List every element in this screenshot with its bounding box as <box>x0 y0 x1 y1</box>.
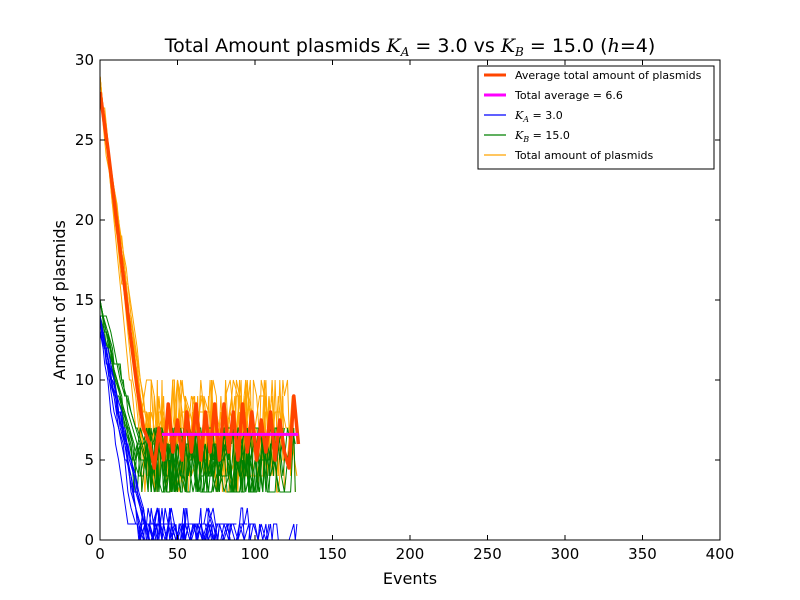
legend-box <box>477 65 715 170</box>
y-tick-label: 25 <box>75 131 94 149</box>
y-axis-label: Amount of plasmids <box>50 220 69 380</box>
chart-title: Total Amount plasmids KA = 3.0 vs KB = 1… <box>164 35 656 59</box>
y-tick-label: 30 <box>75 51 94 69</box>
axis-ticks: 0 50 100 150 200 250 300 350 400 0 5 10 15 20 25 30 <box>75 51 734 563</box>
x-tick-label: 150 <box>318 545 347 563</box>
average-series-line <box>100 91 301 470</box>
y-tick-label: 20 <box>75 211 94 229</box>
legend-label: Total average = 6.6 <box>514 89 623 102</box>
x-axis-label: Events <box>383 569 437 588</box>
x-tick-label: 250 <box>473 545 502 563</box>
legend-label: KA = 3.0 <box>514 109 563 124</box>
legend-label: Average total amount of plasmids <box>515 69 702 82</box>
legend: Average total amount of plasmids Total av… <box>477 65 715 170</box>
y-tick-label: 15 <box>75 291 94 309</box>
realization-trace <box>100 91 279 493</box>
y-tick-label: 10 <box>75 371 94 389</box>
x-tick-label: 400 <box>706 545 735 563</box>
plot-area <box>100 75 301 540</box>
realization-trace <box>100 331 215 540</box>
realization-trace <box>100 331 168 540</box>
x-tick-label: 200 <box>396 545 425 563</box>
x-tick-label: 350 <box>628 545 657 563</box>
x-tick-label: 50 <box>168 545 187 563</box>
legend-label: KB = 15.0 <box>514 129 570 144</box>
legend-label: Total amount of plasmids <box>514 149 653 162</box>
y-tick-label: 0 <box>84 531 94 549</box>
x-tick-label: 100 <box>241 545 270 563</box>
x-tick-label: 300 <box>551 545 580 563</box>
realization-trace <box>100 331 186 540</box>
x-tick-label: 0 <box>95 545 105 563</box>
y-tick-label: 5 <box>84 451 94 469</box>
realization-trace <box>100 299 256 493</box>
